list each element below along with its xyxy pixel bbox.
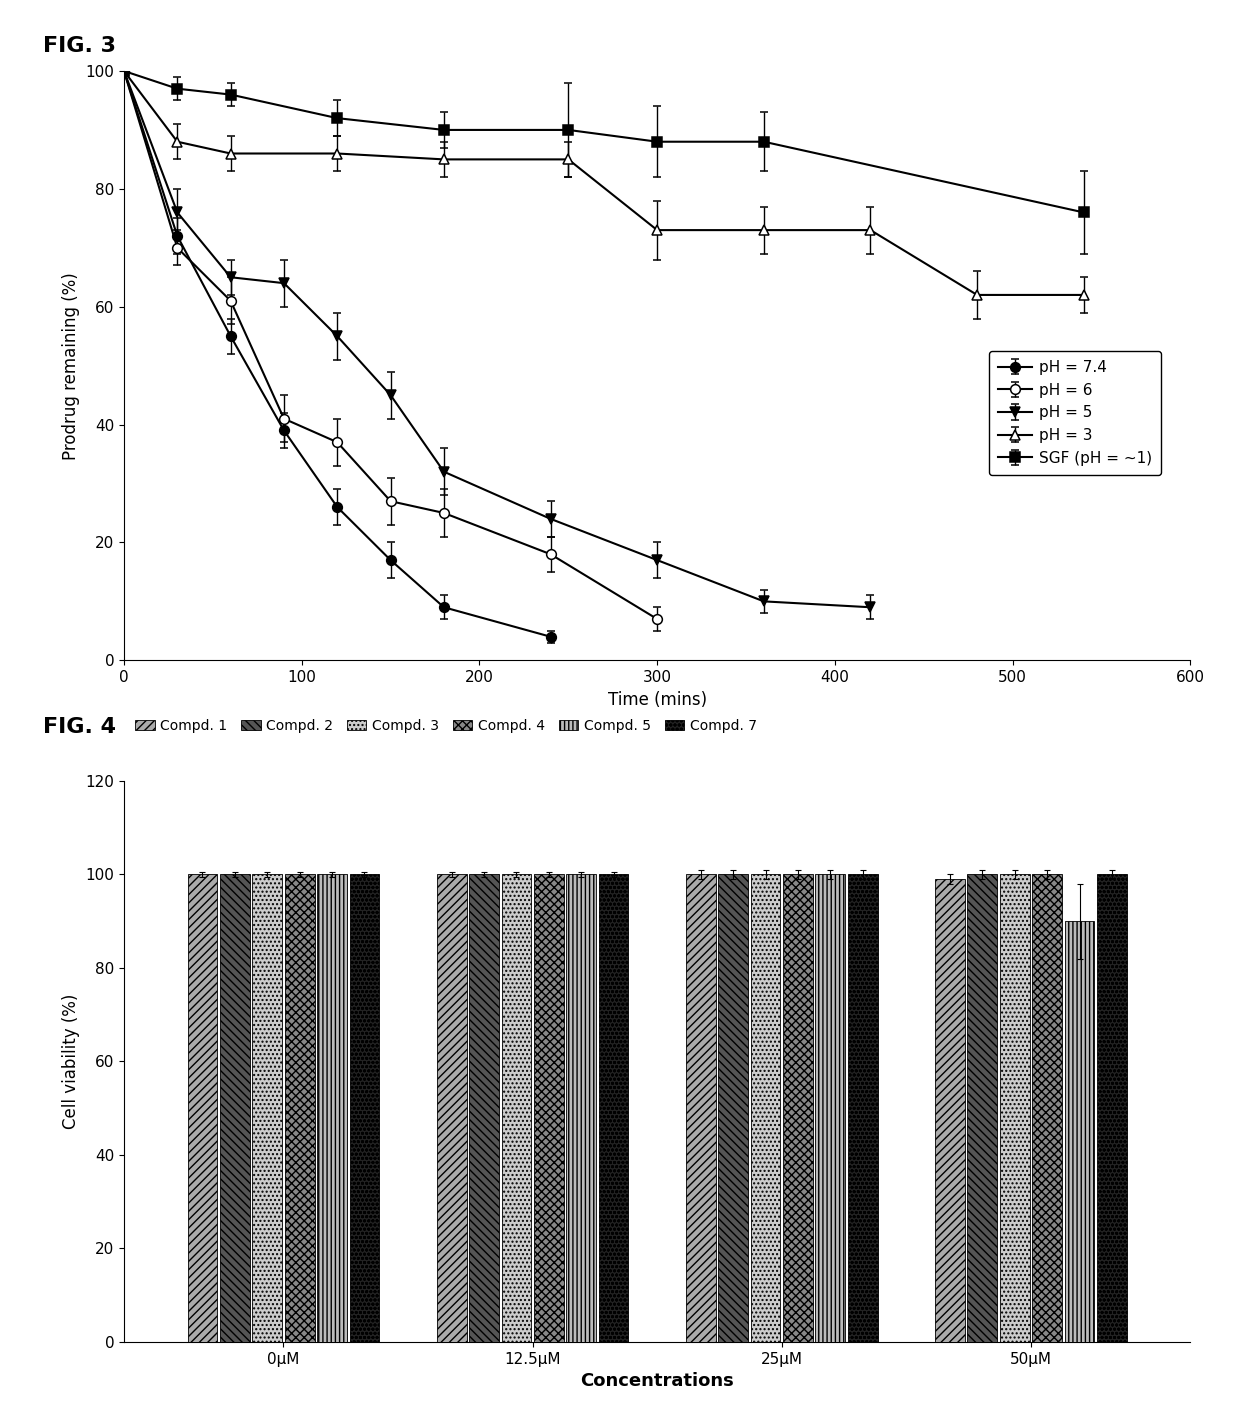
Bar — [350, 875, 379, 1342]
Bar — [436, 875, 466, 1342]
X-axis label: Time (mins): Time (mins) — [608, 690, 707, 709]
X-axis label: Concentrations: Concentrations — [580, 1372, 734, 1390]
Bar — [999, 875, 1029, 1342]
Bar — [967, 875, 997, 1342]
Text: FIG. 3: FIG. 3 — [43, 36, 117, 55]
Bar — [187, 875, 217, 1342]
Bar — [1097, 875, 1127, 1342]
Bar — [686, 875, 715, 1342]
Text: FIG. 4: FIG. 4 — [43, 717, 117, 737]
Bar — [784, 875, 813, 1342]
Bar — [816, 875, 846, 1342]
Y-axis label: Cell viability (%): Cell viability (%) — [62, 994, 79, 1129]
Bar — [317, 875, 347, 1342]
Bar — [599, 875, 629, 1342]
Bar — [501, 875, 531, 1342]
Bar — [718, 875, 748, 1342]
Bar — [567, 875, 596, 1342]
Y-axis label: Prodrug remaining (%): Prodrug remaining (%) — [62, 271, 79, 460]
Bar — [534, 875, 564, 1342]
Bar — [935, 879, 965, 1342]
Bar — [253, 875, 283, 1342]
Legend: pH = 7.4, pH = 6, pH = 5, pH = 3, SGF (pH = ∼1): pH = 7.4, pH = 6, pH = 5, pH = 3, SGF (p… — [988, 351, 1162, 474]
Bar — [469, 875, 498, 1342]
Bar — [1032, 875, 1061, 1342]
Bar — [1065, 922, 1095, 1342]
Bar — [848, 875, 878, 1342]
Bar — [285, 875, 315, 1342]
Bar — [750, 875, 780, 1342]
Bar — [219, 875, 249, 1342]
Legend: Compd. 1, Compd. 2, Compd. 3, Compd. 4, Compd. 5, Compd. 7: Compd. 1, Compd. 2, Compd. 3, Compd. 4, … — [131, 716, 761, 737]
